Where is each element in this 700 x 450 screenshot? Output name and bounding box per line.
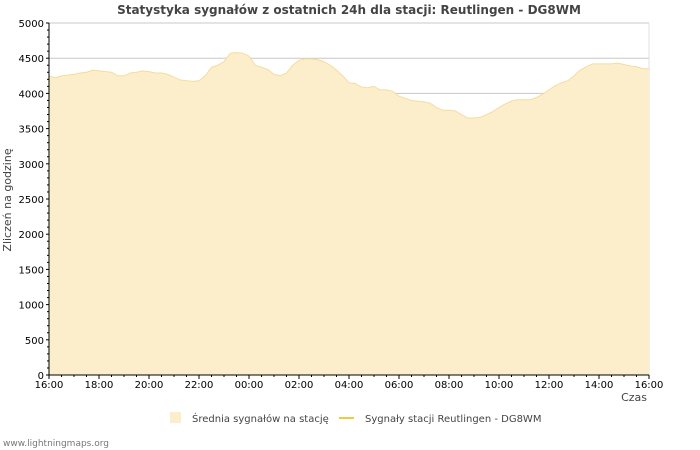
legend-label-station: Sygnały stacji Reutlingen - DG8WM <box>365 414 541 425</box>
axes <box>46 22 650 379</box>
y-axis-label: Zliczeń na godzinę <box>1 148 14 251</box>
x-tick-label: 16:00 <box>35 380 64 391</box>
footer-credit: www.lightningmaps.org <box>3 439 109 449</box>
x-tick-label: 20:00 <box>135 380 164 391</box>
y-tick-label: 0 <box>38 371 44 382</box>
x-tick-label: 02:00 <box>285 380 314 391</box>
x-tick-label: 00:00 <box>235 380 264 391</box>
y-tick-label: 1500 <box>19 265 44 276</box>
y-tick-label: 4500 <box>19 54 44 65</box>
y-tick-label: 2500 <box>19 195 44 206</box>
y-tick-label: 3500 <box>19 125 44 136</box>
x-tick-label: 14:00 <box>585 380 614 391</box>
series-area-average <box>49 52 649 375</box>
x-tick-label: 08:00 <box>435 380 464 391</box>
x-tick-label: 16:00 <box>635 380 664 391</box>
series-area-edge <box>48 52 649 119</box>
legend: Średnia sygnałów na stację Sygnały stacj… <box>170 412 541 425</box>
y-tick-label: 5000 <box>19 19 44 30</box>
y-tick-label: 500 <box>25 336 44 347</box>
x-tick-label: 12:00 <box>535 380 564 391</box>
chart-title: Statystyka sygnałów z ostatnich 24h dla … <box>117 3 581 17</box>
legend-swatch-average <box>170 412 181 423</box>
legend-label-average: Średnia sygnałów na stację <box>192 412 329 425</box>
x-tick-label: 18:00 <box>85 380 114 391</box>
y-tick-label: 4000 <box>19 89 44 100</box>
y-tick-label: 2000 <box>19 230 44 241</box>
series-area-layer <box>48 52 649 375</box>
x-tick-label: 10:00 <box>485 380 514 391</box>
x-tick-labels: 16:00 18:00 20:00 22:00 00:00 02:00 04:00 06:00… <box>35 380 664 391</box>
x-tick-label: 22:00 <box>185 380 214 391</box>
x-tick-label: 04:00 <box>335 380 364 391</box>
x-axis-label: Czas <box>621 391 647 404</box>
x-tick-label: 06:00 <box>385 380 414 391</box>
y-tick-label: 3000 <box>19 160 44 171</box>
y-tick-label: 1000 <box>19 301 44 312</box>
y-tick-labels: 0 500 1000 1500 2000 2500 3000 3500 4000 4500 5000 <box>19 19 44 382</box>
